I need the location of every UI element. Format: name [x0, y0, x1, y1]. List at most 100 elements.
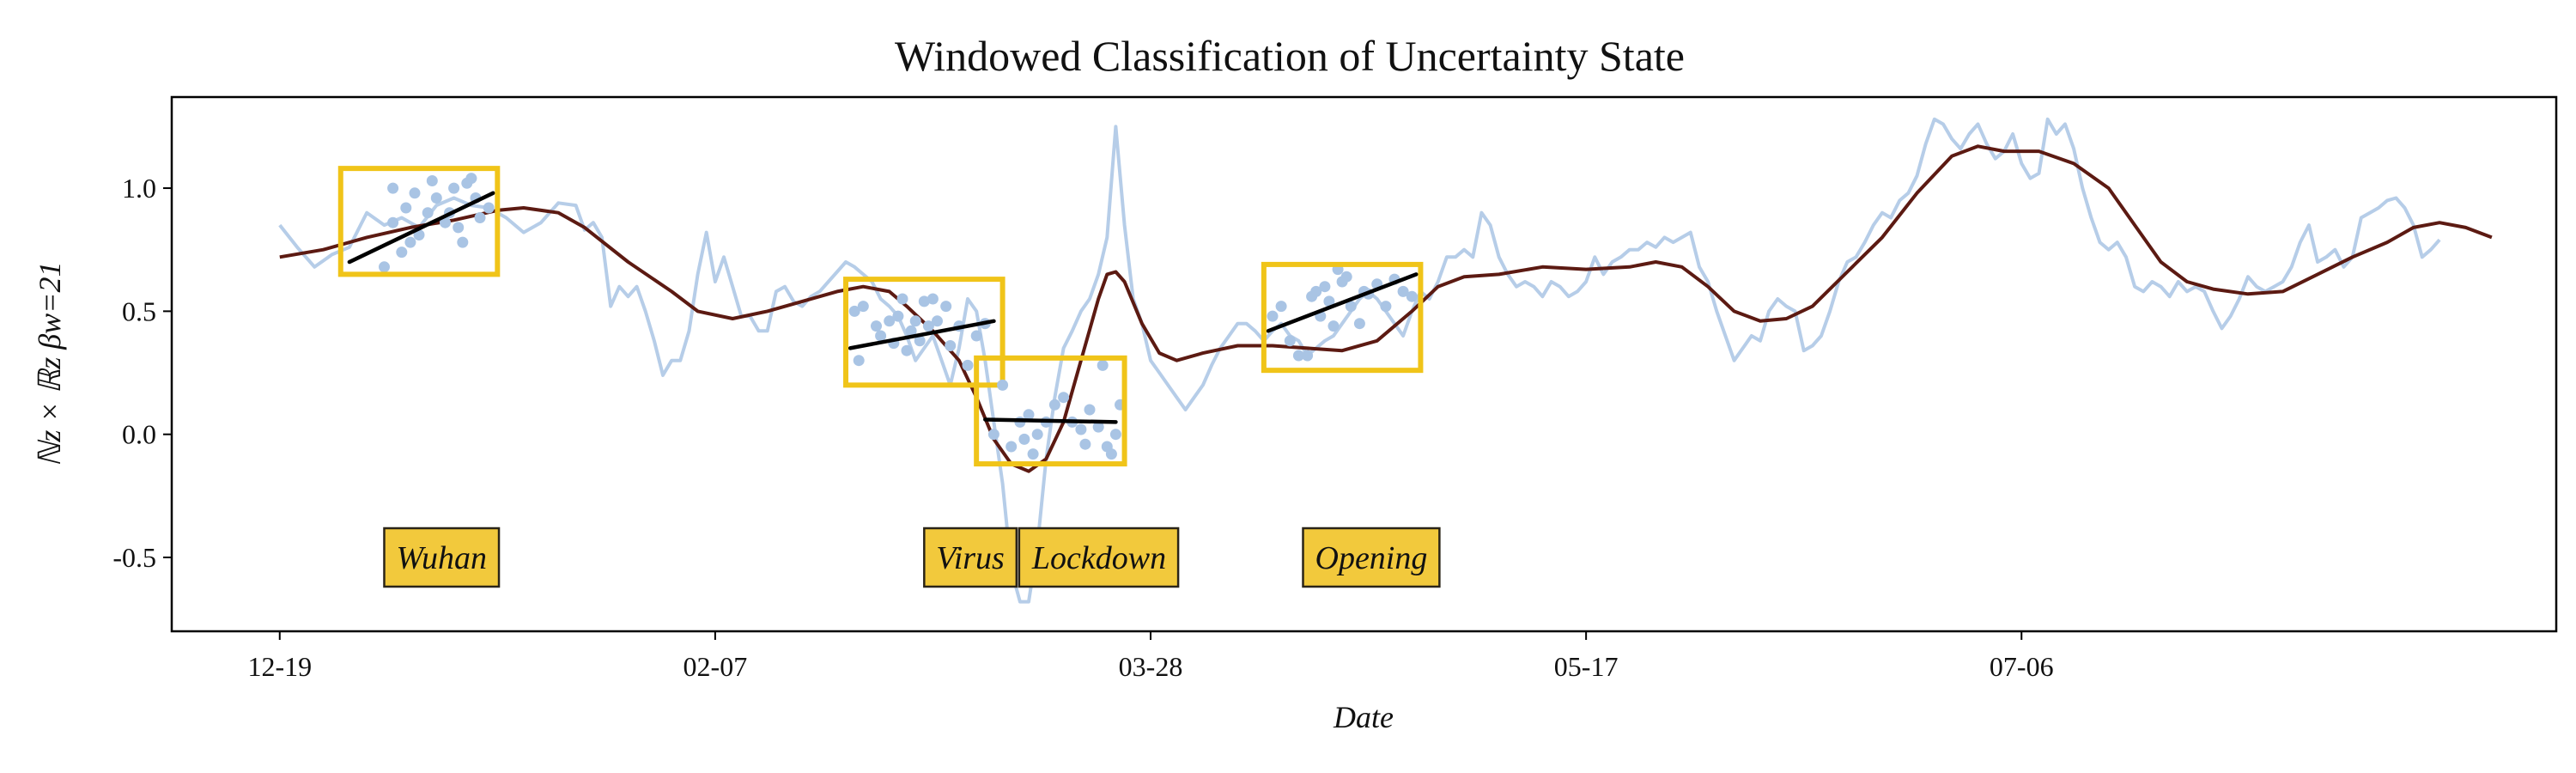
window-point	[857, 301, 869, 313]
window-point	[1023, 409, 1035, 421]
y-tick-label: 0.5	[122, 295, 156, 326]
y-tick-label: 0.0	[122, 419, 156, 450]
window-point	[1097, 359, 1109, 371]
window-point	[1031, 429, 1043, 441]
x-tick-label: 02-07	[683, 651, 748, 682]
x-axis-label: Date	[1333, 700, 1394, 734]
window-point	[914, 335, 926, 347]
window-point	[970, 330, 982, 342]
event-label-text: Opening	[1315, 540, 1428, 576]
event-label: Wuhan	[383, 526, 501, 588]
window-point	[1345, 301, 1357, 313]
window-box	[843, 277, 1005, 388]
window-point	[987, 429, 999, 441]
window-point	[1105, 448, 1117, 460]
window-fit-line	[983, 417, 1118, 424]
window-box	[1261, 261, 1424, 374]
window-point	[892, 310, 904, 322]
window-point	[1027, 448, 1039, 460]
event-label-box	[383, 526, 501, 588]
x-tick-label: 05-17	[1554, 651, 1619, 682]
window-point	[1406, 290, 1418, 302]
event-label-box	[1302, 526, 1441, 588]
event-label: Opening	[1302, 526, 1441, 588]
window-point	[1084, 404, 1096, 416]
window-point	[465, 173, 477, 185]
window-point	[1310, 285, 1322, 297]
window-point	[848, 305, 860, 317]
window-point	[1397, 285, 1409, 297]
window-point	[1109, 429, 1121, 441]
window-box	[337, 166, 501, 277]
window-point	[1292, 350, 1304, 362]
window-point	[1079, 438, 1091, 450]
event-label-text: Lockdown	[1031, 540, 1166, 576]
x-tick-label: 03-28	[1119, 651, 1183, 682]
smoothed-series-line	[279, 144, 2493, 473]
window-point	[1340, 271, 1352, 283]
window-point	[1380, 301, 1392, 313]
window-point	[453, 222, 465, 234]
window-point	[1005, 441, 1018, 453]
y-tick-label: -0.5	[112, 542, 156, 573]
window-fit-line	[1266, 272, 1419, 333]
window-point	[918, 295, 930, 307]
window-point	[409, 187, 421, 199]
event-label-text: Wuhan	[396, 540, 487, 576]
window-point	[426, 175, 438, 186]
window-point	[940, 301, 952, 313]
window-point	[1048, 399, 1060, 411]
window-point	[1353, 318, 1365, 330]
window-point	[396, 247, 408, 259]
window-point	[387, 216, 399, 228]
window-point	[932, 315, 943, 327]
window-point	[922, 320, 934, 332]
window-point	[905, 325, 917, 337]
window-point	[1275, 301, 1287, 313]
window-point	[1058, 392, 1070, 404]
window-point	[457, 236, 469, 248]
window-point	[997, 379, 1009, 391]
plot-frame	[170, 95, 2558, 633]
window-point	[875, 330, 887, 342]
window-box	[974, 355, 1127, 467]
window-point	[901, 344, 913, 356]
window-point	[1319, 281, 1331, 293]
window-point	[962, 359, 974, 371]
window-point	[1075, 423, 1087, 435]
event-label-box	[923, 526, 1018, 588]
x-tick-label: 12-19	[247, 651, 312, 682]
window-point	[1327, 320, 1340, 332]
x-tick-label: 07-06	[1990, 651, 2054, 682]
window-point	[1302, 350, 1314, 362]
window-point	[927, 293, 939, 305]
window-point	[1284, 335, 1296, 347]
window-point	[871, 320, 882, 332]
window-point	[884, 315, 896, 327]
window-point	[909, 315, 921, 327]
event-label: Virus	[923, 526, 1018, 588]
window-point	[483, 202, 495, 214]
window-point	[413, 229, 425, 240]
event-label-text: Virus	[936, 540, 1005, 576]
window-point	[1092, 421, 1104, 433]
window-point	[400, 202, 412, 214]
window-point	[1267, 310, 1279, 322]
window-fit-line	[347, 191, 495, 265]
window-point	[440, 216, 451, 228]
window-point	[853, 355, 865, 367]
window-point	[474, 212, 486, 223]
window-point	[896, 293, 908, 305]
window-point	[379, 261, 390, 273]
window-point	[387, 182, 399, 194]
window-point	[1018, 433, 1030, 445]
window-fit-line	[848, 319, 996, 350]
window-point	[422, 207, 434, 219]
event-label-box	[1018, 526, 1180, 588]
window-point	[945, 340, 957, 351]
chart-title: Windowed Classification of Uncertainty S…	[895, 32, 1685, 80]
window-point	[1323, 295, 1335, 307]
window-point	[430, 192, 442, 204]
event-label: Lockdown	[1018, 526, 1180, 588]
